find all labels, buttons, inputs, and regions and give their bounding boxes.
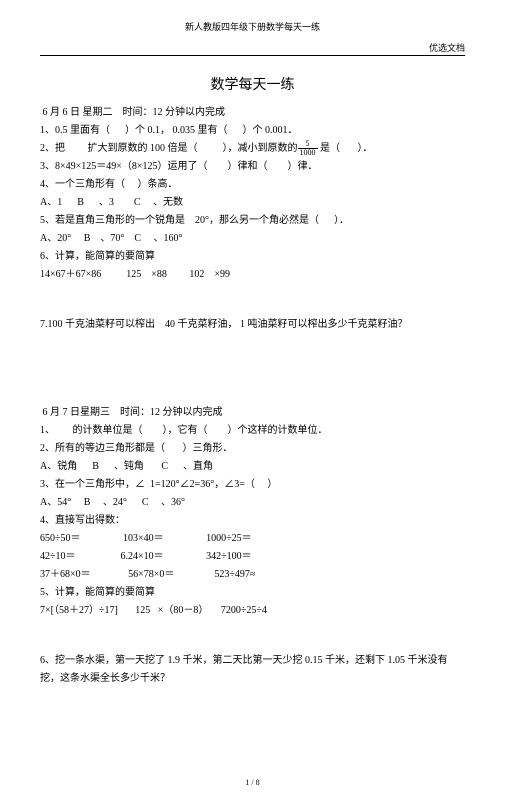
q1-5: 5、若是直角三角形的一个锐角是 20°，那么另一个角必然是（ ）． (40, 212, 465, 230)
q1-6: 6、计算，能简算的要简算 (40, 248, 465, 266)
q2-2-opts: A、锐角 B 、钝角 C 、直角 (40, 458, 465, 476)
page-footer: 1 / 8 (40, 778, 465, 787)
q1-2a: 2、把 扩大到原数的 100 倍是（ ），减小到原数的 (40, 143, 298, 154)
q2-4-r3: 37＋68×0＝ 56×78×0＝ 523÷497≈ (40, 566, 465, 584)
q1-4: 4、一个三角形有（ ）条高． (40, 176, 465, 194)
day1-date: 6 月 6 日 星期二 时间：12 分钟以内完成 (40, 104, 465, 122)
q2-5-calc: 7×[（58＋27）÷17] 125 ×（80－8） 7200÷25÷4 (40, 602, 465, 620)
q2-4-r1: 650÷50＝ 103×40＝ 1000÷25＝ (40, 530, 465, 548)
fraction: 51000 (298, 140, 318, 157)
q1-7: 7.100 千克油菜籽可以榨出 40 千克菜籽油， 1 吨油菜籽可以榨出多少千克… (40, 316, 465, 334)
q1-1: 1、0.5 里面有（ ）个 0.1， 0.035 里有（ ）个 0.001． (40, 122, 465, 140)
doc-title: 数学每天一练 (40, 74, 465, 94)
q2-2: 2、所有的等边三角形都是（ ）三角形． (40, 440, 465, 458)
q2-4: 4、直接写出得数： (40, 512, 465, 530)
q2-3-opts: A、54° B 、24° C 、36° (40, 494, 465, 512)
q2-3: 3、在一个三角形中，∠ 1=120°∠2=36°，∠3=（ ） (40, 476, 465, 494)
q2-1: 1、 的计数单位是（ ），它有（ ）个这样的计数单位． (40, 422, 465, 440)
day2-date: 6 月 7 日星期三 时间：12 分钟以内完成 (40, 404, 465, 422)
doc-subheader: 优选文档 (40, 41, 465, 56)
q1-3: 3、8×49×125＝49×（8×125）运用了（ ）律和（ ）律． (40, 158, 465, 176)
q1-2: 2、把 扩大到原数的 100 倍是（ ），减小到原数的51000 是（ ）． (40, 140, 465, 158)
q1-2b: 是（ ）． (318, 143, 373, 154)
q2-4-r2: 42÷10＝ 6.24×10＝ 342÷100＝ (40, 548, 465, 566)
doc-header: 新人教版四年级下册数学每天一练 (40, 20, 465, 33)
q2-6: 6、挖一条水渠，第一天挖了 1.9 千米，第二天比第一天少挖 0.15 千米，还… (40, 652, 465, 688)
q1-4-opts: A、1 B 、3 C 、无数 (40, 194, 465, 212)
q1-5-opts: A、20° B 、70° C 、160° (40, 230, 465, 248)
q1-6-calc: 14×67＋67×86 125 ×88 102 ×99 (40, 266, 465, 284)
frac-den: 1000 (298, 149, 318, 157)
q2-5: 5、计算，能简算的要简算 (40, 584, 465, 602)
